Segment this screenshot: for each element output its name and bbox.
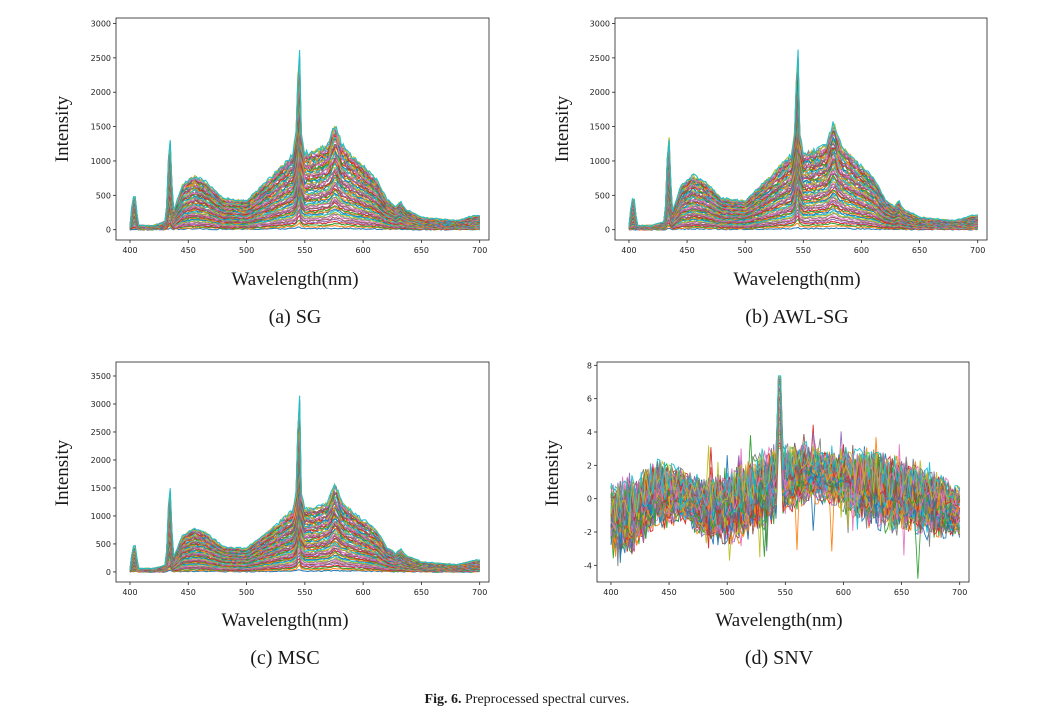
x-tick-label-sg-500: 500: [239, 246, 254, 255]
x-tick-label-sg-650: 650: [414, 246, 429, 255]
subplot-title-awl-sg: (b) AWL-SG: [745, 306, 848, 328]
x-tick-label-awl-sg-450: 450: [679, 246, 694, 255]
y-tick-label-snv-4: 4: [587, 428, 592, 437]
spectrum-line-sg-70: [129, 49, 480, 227]
x-tick-label-msc-650: 650: [414, 588, 429, 597]
y-tick-label-sg-500: 500: [96, 191, 111, 200]
x-tick-label-awl-sg-500: 500: [738, 246, 753, 255]
y-tick-label-msc-2500: 2500: [91, 428, 111, 437]
panel-msc: 400 450 500 550 600 650 700 0 500 1000 1500 2000 250…: [52, 361, 490, 669]
y-tick-label-sg-0: 0: [106, 226, 111, 235]
x-tick-label-snv-400: 400: [603, 588, 618, 597]
y-tick-label-sg-1500: 1500: [91, 123, 111, 132]
spectrum-line-msc-59: [129, 423, 480, 570]
spectrum-line-awl-sg-70: [628, 49, 978, 227]
x-tick-label-sg-550: 550: [297, 246, 312, 255]
y-tick-label-snv--2: -2: [584, 528, 592, 537]
axis-ticks-snv: 400 450 500 550 600 650 700 -4 -2 0 2 4 6 8: [584, 361, 967, 597]
spectrum-line-msc-70: [129, 395, 480, 571]
x-axis-label-sg: Wavelength(nm): [231, 269, 358, 290]
spectral-lines-awl-sg: [628, 49, 979, 231]
y-tick-label-awl-sg-1500: 1500: [590, 123, 610, 132]
panel-sg: 400 450 500 550 600 650 700 0 500 1000 1500 2000 250…: [52, 17, 490, 328]
x-tick-label-awl-sg-600: 600: [854, 246, 869, 255]
y-axis-label-msc: Intensity: [52, 439, 73, 506]
y-axis-label-snv: Intensity: [542, 439, 563, 506]
y-tick-label-snv-2: 2: [587, 461, 592, 470]
y-tick-label-snv-0: 0: [587, 495, 592, 504]
y-tick-label-sg-3000: 3000: [91, 19, 111, 28]
y-tick-label-sg-2000: 2000: [91, 88, 111, 97]
y-tick-label-msc-0: 0: [106, 568, 111, 577]
y-tick-label-msc-1000: 1000: [91, 512, 111, 521]
x-tick-label-sg-600: 600: [355, 246, 370, 255]
x-tick-label-snv-700: 700: [952, 588, 967, 597]
figure-canvas: 400 450 500 550 600 650 7000500100015002000250…: [52, 17, 988, 669]
axis-ticks-awl-sg: 400 450 500 550 600 650 700 0 500 1000 1500 2000 250…: [590, 19, 986, 255]
y-tick-label-sg-2500: 2500: [91, 54, 111, 63]
x-tick-label-awl-sg-550: 550: [796, 246, 811, 255]
x-tick-label-snv-650: 650: [894, 588, 909, 597]
x-tick-label-msc-450: 450: [181, 588, 196, 597]
spectrum-line-sg-41: [129, 120, 480, 229]
y-tick-label-msc-1500: 1500: [91, 484, 111, 493]
y-tick-label-awl-sg-0: 0: [605, 226, 610, 235]
spectrum-line-awl-sg-31: [628, 144, 978, 229]
x-tick-label-awl-sg-650: 650: [912, 246, 927, 255]
subplot-title-snv: (d) SNV: [745, 647, 814, 669]
x-tick-label-msc-700: 700: [472, 588, 487, 597]
panel-awl-sg: 400 450 500 550 600 650 700 0 500 1000 1500 2000 250…: [552, 17, 988, 328]
figure-caption: Fig. 6. Preprocessed spectral curves.: [0, 692, 1054, 708]
axis-ticks-sg: 400 450 500 550 600 650 700 0 500 1000 1500 2000 250…: [91, 19, 488, 255]
y-tick-label-msc-500: 500: [96, 540, 111, 549]
y-axis-label-awl-sg: Intensity: [552, 95, 573, 162]
x-tick-label-sg-400: 400: [122, 246, 137, 255]
spectrum-line-snv-67: [610, 378, 961, 527]
y-tick-label-awl-sg-1000: 1000: [590, 157, 610, 166]
y-tick-label-msc-3500: 3500: [91, 372, 111, 381]
y-tick-label-snv-6: 6: [587, 395, 592, 404]
y-tick-label-awl-sg-2500: 2500: [590, 54, 610, 63]
y-tick-label-snv-8: 8: [587, 361, 592, 370]
panel-snv: 400 450 500 550 600 650 700 -4 -2 0 2 4 6 8 Intensity…: [542, 361, 970, 669]
x-tick-label-snv-600: 600: [836, 588, 851, 597]
spectral-lines-sg: [129, 49, 481, 231]
y-tick-label-awl-sg-500: 500: [595, 191, 610, 200]
y-tick-label-awl-sg-2000: 2000: [590, 88, 610, 97]
x-tick-label-sg-450: 450: [181, 246, 196, 255]
y-tick-label-msc-3000: 3000: [91, 400, 111, 409]
figure-caption-label: Fig. 6.: [424, 692, 462, 707]
x-tick-label-msc-600: 600: [355, 588, 370, 597]
x-axis-label-msc: Wavelength(nm): [221, 610, 348, 631]
x-tick-label-snv-500: 500: [720, 588, 735, 597]
figure-caption-text: Preprocessed spectral curves.: [465, 692, 630, 707]
y-tick-label-snv--4: -4: [584, 561, 592, 570]
spectrum-line-snv-65: [610, 379, 960, 521]
axis-ticks-msc: 400 450 500 550 600 650 700 0 500 1000 1500 2000 250…: [91, 372, 488, 597]
x-tick-label-msc-400: 400: [122, 588, 137, 597]
subplot-title-msc: (c) MSC: [250, 647, 319, 669]
x-tick-label-snv-550: 550: [778, 588, 793, 597]
x-axis-label-snv: Wavelength(nm): [715, 610, 842, 631]
y-tick-label-awl-sg-3000: 3000: [590, 19, 610, 28]
x-tick-label-msc-500: 500: [239, 588, 254, 597]
x-tick-label-snv-450: 450: [661, 588, 676, 597]
x-tick-label-sg-700: 700: [472, 246, 487, 255]
x-tick-label-awl-sg-400: 400: [621, 246, 636, 255]
x-axis-label-awl-sg: Wavelength(nm): [733, 269, 860, 290]
spectrum-line-awl-sg-36: [628, 129, 978, 229]
spectral-lines-snv: [610, 375, 961, 579]
y-tick-label-msc-2000: 2000: [91, 456, 111, 465]
x-tick-label-awl-sg-700: 700: [970, 246, 985, 255]
y-axis-label-sg: Intensity: [52, 95, 73, 162]
spectrum-line-snv-70: [610, 375, 961, 520]
subplot-title-sg: (a) SG: [269, 306, 322, 328]
y-tick-label-sg-1000: 1000: [91, 157, 111, 166]
spectrum-line-msc-16: [129, 524, 480, 572]
spectral-lines-msc: [129, 395, 481, 573]
x-tick-label-msc-550: 550: [297, 588, 312, 597]
spectrum-line-sg-18: [129, 175, 480, 230]
